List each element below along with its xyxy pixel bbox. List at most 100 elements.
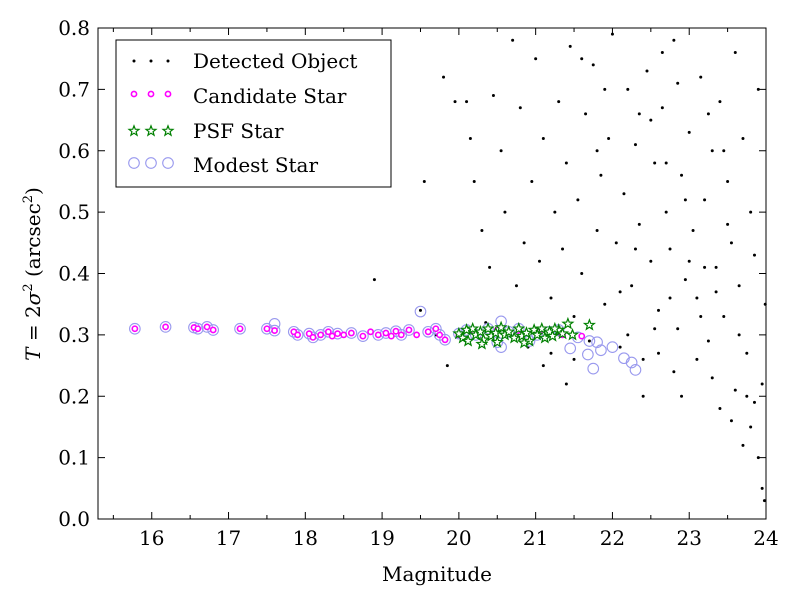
modest-star-point [439,333,451,346]
detected-object-point [511,38,515,42]
candidate-star-point [334,330,341,338]
detected-object-point [660,51,664,55]
candidate-star-point [294,331,302,339]
legend-marker [164,90,172,98]
detected-object-point [637,112,641,116]
y-label-unit-open: (arcsec [21,203,45,283]
detected-object-point [618,345,622,349]
detected-object-point [534,57,538,61]
detected-object-point [745,351,749,355]
y-label-prefix: T [21,346,45,361]
psf-star-point [461,334,475,347]
candidate-star-point [209,326,217,334]
y-tick-label: 0.0 [58,507,90,531]
candidate-star-point [405,326,413,334]
y-label-sigma: σ [21,290,45,305]
x-tick-label: 16 [139,526,164,550]
candidate-star-point [441,336,449,344]
detected-object-point [691,229,695,233]
detected-object-point [630,284,634,288]
modest-star-point [307,331,319,344]
candidate-star-point [263,325,271,333]
y-label-unit-close: ) [21,187,45,195]
detected-object-point [737,284,741,288]
psf-star-point [502,324,516,338]
x-tick-label: 22 [600,526,625,550]
detected-object-point [503,210,507,214]
candidate-star-point [387,332,395,340]
psf-star-point [555,326,570,340]
detected-object-point [683,278,687,282]
legend-markers [127,59,175,169]
detected-object-point [445,364,449,368]
detected-object-point [653,327,657,331]
modest-star-point [414,305,427,318]
detected-object-point [633,143,637,147]
candidate-star-point [359,332,367,340]
legend-marker [132,59,136,63]
detected-object-point [372,278,376,282]
y-tick-label: 0.1 [58,446,90,470]
modest-star-point [587,362,600,375]
detected-object-point [499,149,503,153]
detected-object-point [722,149,726,153]
legend-marker [149,59,153,63]
detected-object-point [687,259,691,263]
legend-label-modest: Modest Star [193,153,318,177]
svg-text:T = 2σ2 (arcsec2): T = 2σ2 (arcsec2) [21,187,45,361]
candidate-star-point [424,328,432,336]
candidate-star-point [131,325,139,333]
detected-object-point [584,112,588,116]
detected-object-point [572,314,576,318]
detected-object-point [733,51,737,55]
detected-object-point [722,314,726,318]
detected-object-point [453,100,457,104]
detected-object-point [760,382,764,386]
detected-object-point [633,247,637,251]
detected-object-point [572,357,576,361]
modest-star-point [403,324,415,336]
legend: Detected Object Candidate Star PSF Star … [115,39,392,188]
modest-star-point [564,342,577,355]
modest-star-point [429,322,442,335]
detected-object-point [537,259,541,263]
legend-marker [127,124,141,137]
y-tick-label: 0.2 [58,384,90,408]
detected-object-point [522,241,526,245]
psf-star-point [565,327,580,341]
candidate-star-point [436,331,444,339]
detected-object-point [603,87,607,91]
detected-object-point [549,351,553,355]
y-label-sigma-exponent: 2 [21,283,36,291]
detected-object-point [749,425,753,429]
detected-object-point [710,376,714,380]
detected-object-point [664,161,668,165]
detected-object-point [514,284,518,288]
candidate-star-point [367,328,374,336]
psf-star-point [473,324,487,338]
candidate-star-point [397,331,405,339]
detected-object-point [418,308,422,312]
detected-object-point [576,198,580,202]
psf-star-point [582,318,596,331]
detected-object-point [741,443,745,447]
detected-object-point [488,265,492,269]
candidate-star-point [317,331,325,339]
detected-object-point [756,456,760,460]
detected-object-point [564,382,568,386]
modest-star-point [322,325,335,338]
candidate-star-point [309,333,317,341]
modest-star-point [629,364,642,376]
detected-object-point [587,339,591,343]
modest-star-point [582,348,594,361]
modest-star-point [583,335,596,347]
x-tick-label: 21 [523,526,548,550]
detected-object-point [626,87,630,91]
legend-marker [130,90,138,98]
detected-object-point [718,100,722,104]
detected-object-point [703,198,707,202]
x-tick-label: 18 [293,526,318,550]
modest-star-point [591,336,603,349]
detected-object-point [749,210,753,214]
modest-star-point [422,325,435,338]
